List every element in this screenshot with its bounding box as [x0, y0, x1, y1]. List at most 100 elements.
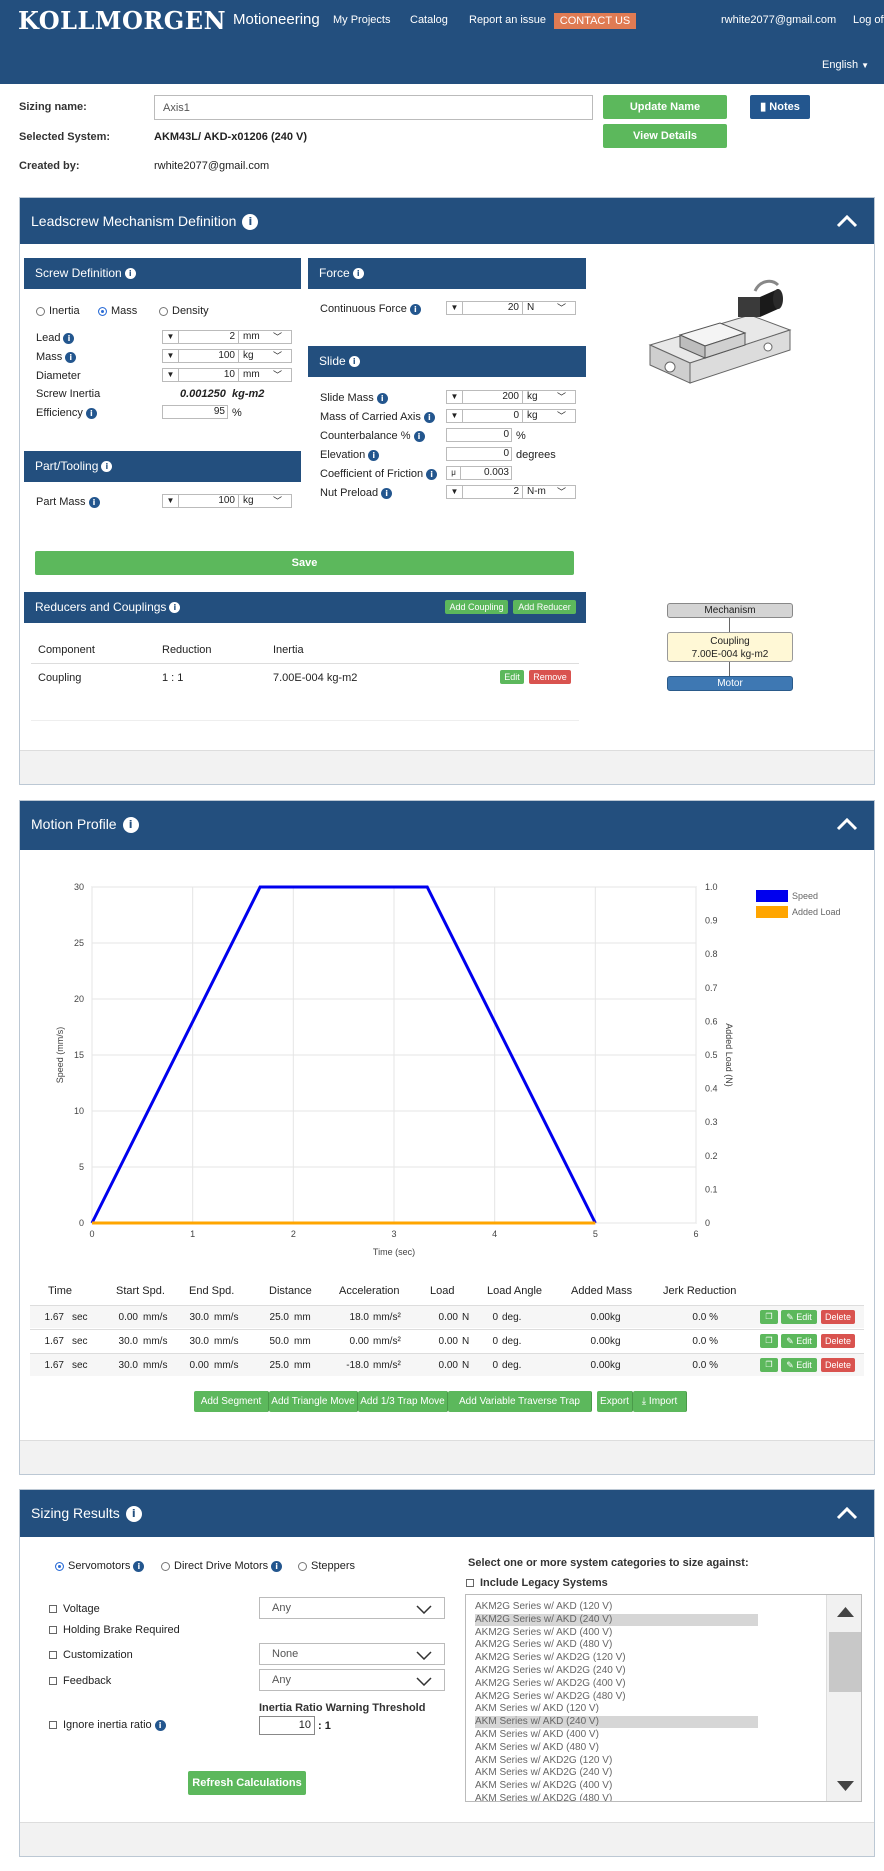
continuous-force-value[interactable]: 20	[507, 302, 519, 313]
series-line-speed[interactable]	[90, 885, 597, 1224]
motion-button-3[interactable]: Add Variable Traverse Trap Move	[448, 1391, 592, 1428]
save-mechanism-button[interactable]: Save	[35, 551, 574, 575]
scroll-down-icon[interactable]	[837, 1781, 854, 1791]
info-icon[interactable]: i	[242, 214, 259, 231]
diameter-value[interactable]: 10	[223, 369, 235, 380]
edit-row-button[interactable]: ✎ Edit	[781, 1310, 817, 1324]
list-scrollbar[interactable]	[826, 1595, 861, 1801]
category-item[interactable]: AKM2G Series w/ AKD (120 V)	[475, 1601, 613, 1612]
caret-down-icon[interactable]: ▼	[163, 495, 179, 507]
add-reducer-button[interactable]: Add Reducer	[513, 600, 576, 614]
motor-type-steppers[interactable]: Steppers	[298, 1560, 355, 1572]
info-icon[interactable]: i	[133, 1560, 145, 1572]
info-icon[interactable]: i	[124, 268, 136, 280]
friction-input[interactable]: μ 0.003	[446, 466, 512, 480]
carried-axis-field[interactable]: ▼ 0 kg ﹀	[446, 409, 576, 423]
motion-profile-header[interactable]: Motion Profile i	[20, 801, 874, 850]
slide-mass-unit-select[interactable]: kg	[522, 391, 577, 403]
delete-row-button[interactable]: Delete	[821, 1358, 855, 1372]
motion-button-5[interactable]: ⤓ Import	[633, 1391, 687, 1412]
lead-field[interactable]: ▼ 2 mm ﹀	[162, 330, 292, 344]
category-item[interactable]: AKM2G Series w/ AKD2G (480 V)	[475, 1690, 626, 1702]
friction-value[interactable]: 0.003	[483, 467, 509, 478]
user-email-link[interactable]: rwhite2077@gmail.com	[721, 14, 837, 26]
view-details-button[interactable]: View Details	[603, 124, 727, 148]
caret-down-icon[interactable]: ▼	[163, 369, 179, 381]
category-item[interactable]: AKM2G Series w/ AKD (240 V)	[475, 1613, 758, 1626]
screw-mass-field[interactable]: ▼ 100 kg ﹀	[162, 349, 292, 363]
category-item[interactable]: AKM2G Series w/ AKD (480 V)	[475, 1639, 613, 1651]
screw-option-inertia[interactable]: Inertia	[36, 305, 80, 317]
ignore-inertia-checkbox[interactable]: Ignore inertia ratio i	[49, 1719, 166, 1731]
efficiency-input[interactable]: 95	[162, 405, 228, 419]
counterbalance-value[interactable]: 0	[503, 429, 509, 440]
motion-button-4[interactable]: Export	[597, 1391, 633, 1412]
sizing-name-input[interactable]	[154, 95, 593, 120]
category-item[interactable]: AKM Series w/ AKD (400 V)	[475, 1729, 599, 1740]
copy-row-button[interactable]: ❐	[760, 1310, 778, 1324]
screw-mass-value[interactable]: 100	[218, 350, 235, 361]
slide-mass-field[interactable]: ▼ 200 kg ﹀	[446, 390, 576, 404]
update-name-button[interactable]: Update Name	[603, 95, 727, 119]
info-icon[interactable]: i	[88, 496, 100, 508]
info-icon[interactable]: i	[423, 411, 435, 423]
efficiency-value[interactable]: 95	[213, 406, 225, 417]
mechanism-panel-header[interactable]: Leadscrew Mechanism Definition i	[20, 198, 874, 244]
diameter-unit-select[interactable]: mm	[238, 369, 293, 381]
category-item[interactable]: AKM2G Series w/ AKD (400 V)	[475, 1626, 613, 1638]
nut-preload-unit-select[interactable]: N-m	[522, 486, 560, 498]
nav-my-projects[interactable]: My Projects	[333, 14, 391, 26]
info-icon[interactable]: i	[271, 1560, 283, 1572]
part-mass-field[interactable]: ▼ 100 kg ﹀	[162, 494, 292, 508]
info-icon[interactable]: i	[413, 430, 425, 442]
nav-report-issue[interactable]: Report an issue	[469, 14, 547, 26]
category-item[interactable]: AKM2G Series w/ AKD2G (240 V)	[475, 1665, 626, 1676]
motion-profile-chart[interactable]: 0 1 2 3 4 5 605101520253000.10.20.30.40.50.60.…	[45, 870, 855, 1270]
screw-mass-unit-select[interactable]: kg	[238, 350, 293, 362]
carried-axis-value[interactable]: 0	[513, 410, 519, 421]
nut-preload-field[interactable]: ▼ 2 N-m ﹀	[446, 485, 576, 499]
motor-type-servomotors[interactable]: Servomotors i	[55, 1560, 145, 1572]
info-icon[interactable]: i	[85, 407, 97, 419]
info-icon[interactable]: i	[154, 1719, 166, 1731]
category-item[interactable]: AKM2G Series w/ AKD2G (400 V)	[475, 1677, 626, 1689]
category-item[interactable]: AKM Series w/ AKD2G (120 V)	[475, 1754, 613, 1766]
caret-down-icon[interactable]: ▼	[447, 410, 463, 422]
feedback-select[interactable]: Any	[259, 1669, 445, 1691]
category-item[interactable]: AKM2G Series w/ AKD2G (120 V)	[475, 1652, 626, 1664]
lead-unit-select[interactable]: mm	[238, 331, 293, 343]
motioneering-brand[interactable]: Motioneering	[233, 11, 320, 28]
remove-coupling-button[interactable]: Remove	[529, 670, 571, 684]
refresh-calculations-button[interactable]: Refresh Calculations	[188, 1771, 306, 1795]
info-icon[interactable]: i	[63, 332, 75, 344]
nav-catalog[interactable]: Catalog	[410, 14, 448, 26]
caret-down-icon[interactable]: ▼	[447, 486, 463, 498]
feedback-checkbox[interactable]: Feedback	[49, 1675, 111, 1687]
continuous-force-unit-select[interactable]: N	[522, 302, 577, 314]
add-coupling-button[interactable]: Add Coupling	[445, 600, 508, 614]
kollmorgen-logo[interactable]: KOLLMORGEN	[18, 6, 227, 35]
voltage-checkbox[interactable]: Voltage	[49, 1603, 100, 1615]
carried-axis-unit-select[interactable]: kg	[522, 410, 577, 422]
motion-button-1[interactable]: Add Triangle Move	[269, 1391, 358, 1412]
info-icon[interactable]: i	[169, 602, 181, 614]
screw-option-density[interactable]: Density	[159, 305, 209, 317]
contact-us-button[interactable]: CONTACT US	[554, 13, 636, 29]
collapse-chevron-icon[interactable]	[836, 1506, 858, 1520]
info-icon[interactable]: i	[381, 487, 393, 499]
edit-row-button[interactable]: ✎ Edit	[781, 1334, 817, 1348]
category-item[interactable]: AKM Series w/ AKD2G (480 V)	[475, 1793, 613, 1802]
edit-row-button[interactable]: ✎ Edit	[781, 1358, 817, 1372]
scroll-up-icon[interactable]	[837, 1607, 854, 1617]
caret-down-icon[interactable]: ▼	[447, 391, 463, 403]
edit-coupling-button[interactable]: Edit	[500, 670, 524, 684]
counterbalance-input[interactable]: 0	[446, 428, 512, 442]
voltage-select[interactable]: Any	[259, 1597, 445, 1619]
scroll-thumb[interactable]	[829, 1632, 861, 1692]
screw-option-mass[interactable]: Mass	[98, 305, 137, 317]
motion-button-0[interactable]: Add Segment	[194, 1391, 269, 1412]
diameter-field[interactable]: ▼ 10 mm ﹀	[162, 368, 292, 382]
category-item[interactable]: AKM Series w/ AKD2G (240 V)	[475, 1767, 613, 1779]
info-icon[interactable]: i	[426, 468, 438, 480]
collapse-chevron-icon[interactable]	[836, 817, 858, 831]
